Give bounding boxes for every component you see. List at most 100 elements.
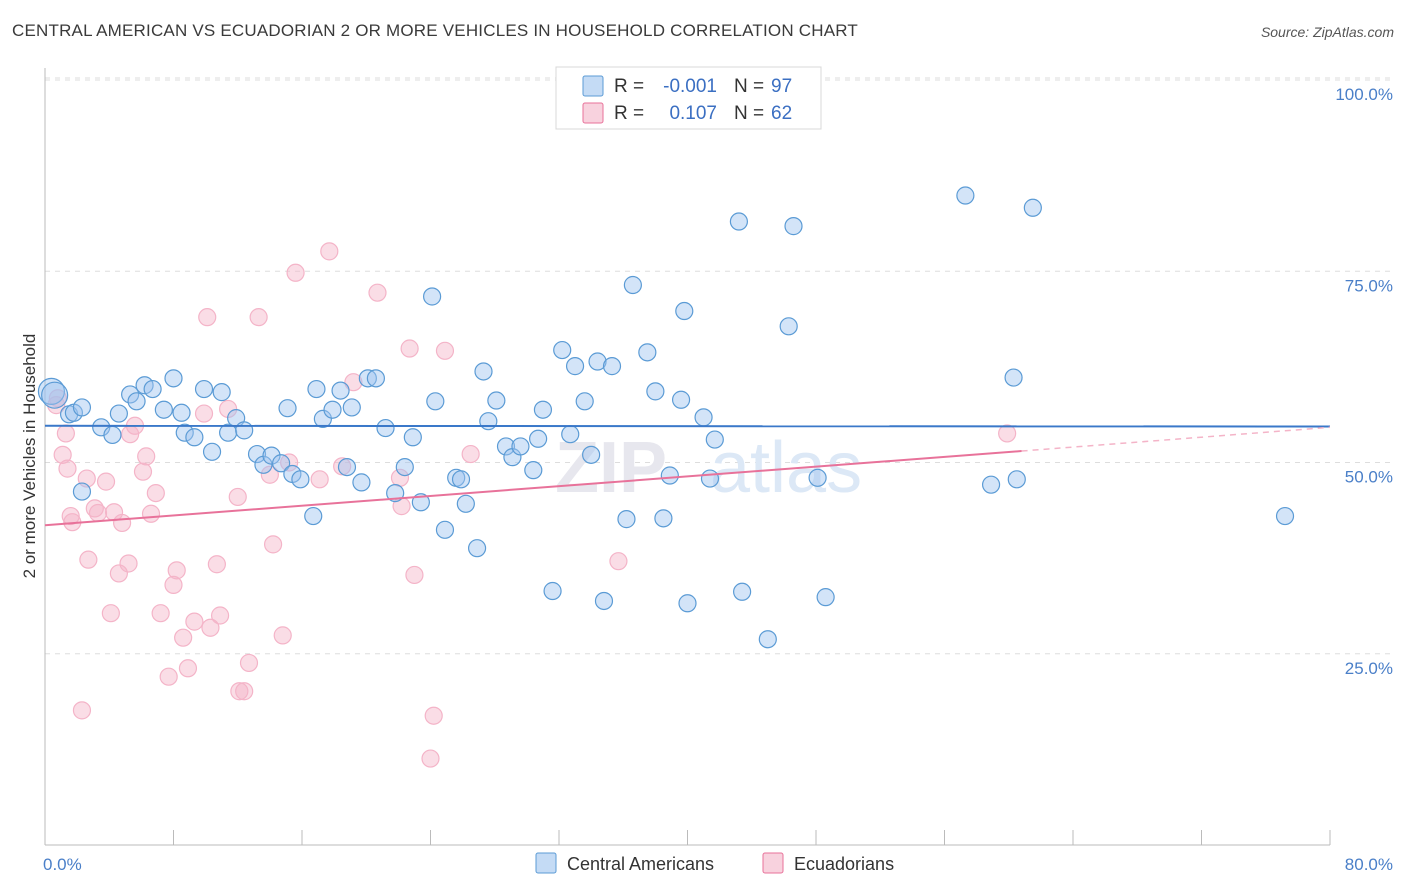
central-americans-point [426, 392, 445, 411]
x-tick-label: 0.0% [43, 855, 82, 874]
ecuadorians-point [424, 706, 443, 725]
ecuadorians-point [137, 447, 156, 466]
central-americans-point [678, 594, 697, 613]
ecuadorians-point [435, 341, 455, 360]
central-americans-point [376, 418, 395, 438]
series-legend-swatch-ecuadorians [762, 852, 784, 874]
central-americans-point [185, 428, 204, 447]
central-americans-point [758, 630, 777, 649]
ecuadorians-point [101, 604, 120, 623]
series-legend-swatch-central-americans [535, 852, 557, 874]
legend-r-value-1: 0.107 [669, 103, 717, 124]
series-legend: Central Americans Ecuadorians [535, 852, 894, 874]
y-tick-label: 100.0% [1335, 85, 1393, 104]
central-americans-point [121, 385, 140, 404]
ecuadorians-point [421, 749, 440, 768]
grid-lines [45, 77, 1395, 655]
ecuadorians-point [239, 653, 259, 673]
central-americans-point [72, 398, 92, 417]
ecuadorians-point [167, 561, 186, 580]
legend-n-label-1: N = [734, 103, 764, 124]
ecuadorians-point [53, 445, 72, 464]
central-americans-point [617, 510, 636, 529]
central-americans-point [623, 275, 642, 295]
central-americans-point [675, 301, 694, 321]
central-americans-point [671, 390, 691, 409]
ecuadorians-point [235, 682, 254, 701]
central-americans-point [304, 506, 323, 526]
ecuadorians-point [164, 575, 183, 595]
legend-swatch-central-americans [582, 75, 604, 97]
ecuadorians-point [286, 263, 305, 282]
ecuadorians-point [88, 503, 108, 523]
ecuadorians-point [400, 339, 419, 358]
ecuadorians-trend-extension [1021, 426, 1331, 452]
ecuadorians-point [48, 389, 67, 408]
legend-r-label-0: R = [614, 76, 644, 97]
central-americans-point [496, 437, 516, 456]
ecuadorians-point [263, 535, 283, 554]
central-americans-point [342, 398, 361, 417]
ecuadorians-point [207, 555, 226, 574]
ecuadorians-point [273, 626, 292, 645]
ecuadorians-point [109, 564, 128, 583]
central-americans-point [175, 423, 194, 442]
central-americans-point [219, 423, 238, 442]
ecuadorians-point [228, 487, 247, 507]
central-americans-point [37, 377, 66, 405]
central-americans-point [247, 444, 267, 464]
central-americans-point [41, 381, 69, 409]
central-americans-point [154, 400, 173, 419]
central-americans-point [956, 186, 975, 205]
central-americans-point [594, 591, 614, 611]
central-americans-point [602, 357, 622, 376]
ecuadorians-point [58, 459, 77, 478]
y-tick-label: 25.0% [1345, 659, 1393, 678]
central-americans-point [143, 379, 162, 399]
central-americans-point [1004, 368, 1023, 387]
ecuadorians-point [194, 404, 214, 423]
ecuadorians-point [405, 565, 424, 585]
series-legend-label-ecuadorians: Ecuadorians [794, 854, 894, 874]
central-americans-point [278, 399, 297, 418]
central-americans-point [474, 362, 493, 381]
central-americans-point [127, 392, 146, 411]
central-americans-point [1275, 506, 1295, 526]
central-americans-point [694, 408, 713, 427]
central-americans-point [533, 400, 553, 419]
ecuadorians-trend-line [44, 450, 1022, 527]
ecuadorians-point [310, 470, 329, 489]
ecuadorians-point [260, 465, 279, 484]
ecuadorians-point [249, 308, 268, 327]
ecuadorians-point [461, 444, 480, 464]
central-americans-point [524, 461, 543, 480]
central-americans-point [164, 369, 183, 388]
axis-labels: 25.0% 50.0% 75.0% 100.0% 0.0% 80.0% [43, 85, 1393, 874]
central-americans-point [511, 437, 530, 456]
central-americans-point [103, 425, 122, 445]
central-americans-point [395, 457, 414, 477]
central-americans-point [323, 400, 342, 419]
ecuadorians-point [151, 604, 170, 623]
central-americans-point [72, 482, 92, 501]
central-americans-point [779, 317, 798, 336]
series-legend-label-central-americans: Central Americans [567, 854, 714, 874]
chart-title: CENTRAL AMERICAN VS ECUADORIAN 2 OR MORE… [12, 21, 858, 40]
central-americans-point [705, 430, 724, 449]
central-americans-point [194, 379, 214, 399]
central-americans-point [543, 581, 562, 601]
central-americans-point [529, 429, 548, 448]
central-americans-point [109, 404, 128, 423]
legend-r-value-0: -0.001 [663, 76, 717, 97]
ecuadorians-point [96, 472, 116, 491]
central-americans-point [808, 468, 827, 487]
central-americans-point [451, 470, 471, 489]
ecuadorians-point [344, 373, 363, 392]
central-americans-point [172, 403, 191, 422]
central-americans-point [1023, 198, 1042, 217]
ecuadorians-point [230, 682, 249, 701]
central-americans-point [700, 469, 720, 488]
legend-n-value-0: 97 [771, 76, 792, 97]
central-americans-point [411, 493, 430, 512]
central-americans-point [456, 494, 475, 513]
